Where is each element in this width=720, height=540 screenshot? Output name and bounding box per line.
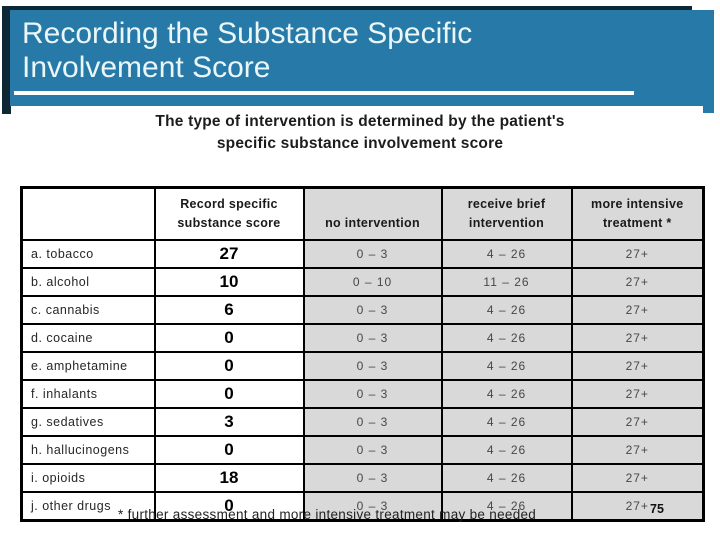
header-record-line1: Record specific: [180, 197, 278, 211]
substance-score-value: 0: [153, 351, 305, 381]
substance-label: g. sedatives: [20, 407, 156, 437]
subtitle: The type of intervention is determined b…: [30, 111, 690, 155]
page-title: Recording the Substance Specific Involve…: [22, 17, 472, 85]
no-intervention-range: 0 – 3: [302, 295, 443, 325]
substance-score-value: 10: [153, 267, 305, 297]
intensive-treatment-range: 27+: [570, 351, 705, 381]
substance-score-value: 0: [153, 491, 305, 522]
brief-intervention-range: 4 – 26: [440, 379, 573, 409]
no-intervention-range: 0 – 3: [302, 379, 443, 409]
header-intensive-line1: more intensive: [591, 197, 684, 211]
banner-left-accent-bar: [2, 6, 11, 114]
footnote: * further assessment and more intensive …: [118, 507, 537, 522]
intensive-treatment-range: 27+: [570, 323, 705, 353]
brief-intervention-range: 4 – 26: [440, 463, 573, 493]
table-row-hallucinogens: h. hallucinogens 0 0 – 3 4 – 26 27+: [20, 435, 705, 465]
table-header-row: Record specific substance score no inter…: [20, 186, 705, 241]
brief-intervention-range: 4 – 26: [440, 239, 573, 269]
table-row-cocaine: d. cocaine 0 0 – 3 4 – 26 27+: [20, 323, 705, 353]
title-underline: [14, 91, 634, 95]
brief-intervention-range: 4 – 26: [440, 295, 573, 325]
header-intensive-line2: treatment *: [602, 216, 672, 230]
substance-label: d. cocaine: [20, 323, 156, 353]
intensive-treatment-range: 27+: [570, 295, 705, 325]
substance-label: j. other drugs: [20, 491, 156, 522]
no-intervention-range: 0 – 3: [302, 407, 443, 437]
substance-label: c. cannabis: [20, 295, 156, 325]
intensive-treatment-range: 27+: [570, 267, 705, 297]
table-row-cannabis: c. cannabis 6 0 – 3 4 – 26 27+: [20, 295, 705, 325]
subtitle-line1: The type of intervention is determined b…: [155, 113, 565, 130]
header-brief-line2: intervention: [468, 216, 545, 230]
intensive-treatment-range: 27+: [570, 379, 705, 409]
intensive-treatment-range: 27+: [570, 463, 705, 493]
header-substance: [20, 186, 156, 241]
brief-intervention-range: 4 – 26: [440, 407, 573, 437]
brief-intervention-range: 4 – 26: [440, 351, 573, 381]
table-row-opioids: i. opioids 18 0 – 3 4 – 26 27+: [20, 463, 705, 493]
header-no-intervention: no intervention: [302, 186, 443, 241]
substance-score-table: Record specific substance score no inter…: [20, 186, 705, 522]
no-intervention-range: 0 – 3: [302, 323, 443, 353]
table-row-alcohol: b. alcohol 10 0 – 10 11 – 26 27+: [20, 267, 705, 297]
substance-score-value: 6: [153, 295, 305, 325]
no-intervention-range: 0 – 3: [302, 463, 443, 493]
header-brief-intervention: receive brief intervention: [440, 186, 573, 241]
brief-intervention-range: 11 – 26: [440, 267, 573, 297]
no-intervention-range: 0 – 3: [302, 239, 443, 269]
page-title-line2: Involvement Score: [22, 51, 271, 84]
intensive-treatment-range: 27+: [570, 491, 705, 522]
page-number: 75: [650, 502, 664, 516]
header-record-score: Record specific substance score: [153, 186, 305, 241]
intensive-treatment-range: 27+: [570, 435, 705, 465]
substance-label: e. amphetamine: [20, 351, 156, 381]
intensive-treatment-range: 27+: [570, 407, 705, 437]
header-brief-line1: receive brief: [467, 197, 546, 211]
brief-intervention-range: 4 – 26: [440, 323, 573, 353]
title-banner: Recording the Substance Specific Involve…: [10, 10, 714, 106]
brief-intervention-range: 4 – 26: [440, 435, 573, 465]
header-record-line2: substance score: [177, 216, 281, 230]
substance-score-value: 0: [153, 323, 305, 353]
table-row-sedatives: g. sedatives 3 0 – 3 4 – 26 27+: [20, 407, 705, 437]
substance-label: a. tobacco: [20, 239, 156, 269]
table-row-inhalants: f. inhalants 0 0 – 3 4 – 26 27+: [20, 379, 705, 409]
substance-label: i. opioids: [20, 463, 156, 493]
substance-label: b. alcohol: [20, 267, 156, 297]
table-row-tobacco: a. tobacco 27 0 – 3 4 – 26 27+: [20, 239, 705, 269]
brief-intervention-range: 4 – 26: [440, 491, 573, 522]
substance-score-value: 0: [153, 379, 305, 409]
no-intervention-range: 0 – 3: [302, 351, 443, 381]
no-intervention-range: 0 – 3: [302, 491, 443, 522]
no-intervention-range: 0 – 10: [302, 267, 443, 297]
substance-score-value: 27: [153, 239, 305, 269]
substance-label: f. inhalants: [20, 379, 156, 409]
intensive-treatment-range: 27+: [570, 239, 705, 269]
substance-label: h. hallucinogens: [20, 435, 156, 465]
substance-score-value: 0: [153, 435, 305, 465]
no-intervention-range: 0 – 3: [302, 435, 443, 465]
header-intensive-treatment: more intensive treatment *: [570, 186, 705, 241]
subtitle-line2: specific substance involvement score: [216, 135, 504, 152]
banner-corner-notch: [703, 106, 714, 113]
substance-score-value: 18: [153, 463, 305, 493]
table-row-amphetamine: e. amphetamine 0 0 – 3 4 – 26 27+: [20, 351, 705, 381]
page-title-line1: Recording the Substance Specific: [22, 17, 473, 50]
table-row-other-drugs: j. other drugs 0 0 – 3 4 – 26 27+: [20, 491, 705, 522]
substance-score-value: 3: [153, 407, 305, 437]
